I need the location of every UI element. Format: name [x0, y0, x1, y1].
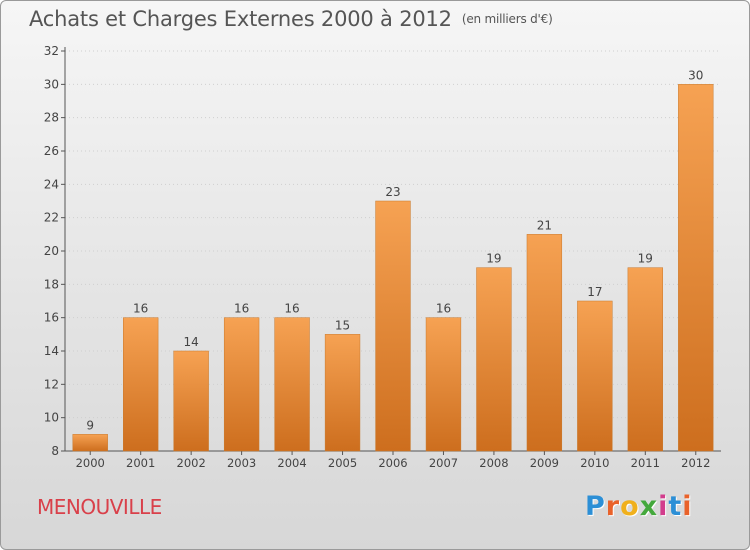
y-tick-label: 16 — [44, 311, 59, 325]
bar[interactable] — [123, 317, 159, 452]
bar[interactable] — [526, 234, 563, 452]
bar-value-label: 16 — [284, 302, 299, 316]
x-tick-label: 2010 — [580, 456, 609, 470]
bar[interactable] — [223, 317, 260, 452]
y-tick-label: 22 — [44, 211, 59, 225]
bar-value-label: 23 — [385, 185, 400, 199]
x-tick-label: 2002 — [177, 456, 206, 470]
logo-letter: x — [639, 491, 659, 522]
bar[interactable] — [72, 434, 108, 452]
bar[interactable] — [577, 300, 613, 452]
bar-value-label: 15 — [335, 318, 350, 332]
x-tick-label: 2004 — [277, 456, 306, 470]
bar-value-label: 21 — [537, 218, 552, 232]
bar-value-label: 14 — [184, 335, 199, 349]
y-tick-label: 28 — [44, 111, 59, 125]
logo-letter: P — [585, 491, 606, 522]
y-tick-label: 12 — [44, 377, 59, 391]
y-tick-label: 20 — [44, 244, 59, 258]
bar-value-label: 16 — [133, 302, 148, 316]
bar[interactable] — [173, 350, 209, 452]
title-text: Achats et Charges Externes 2000 à 2012 — [29, 7, 452, 31]
title-unit: (en milliers d'€) — [461, 12, 553, 26]
x-tick-label: 2006 — [378, 456, 407, 470]
y-tick-label: 30 — [44, 77, 59, 91]
logo-letter: o — [620, 491, 640, 522]
y-tick-label: 32 — [44, 44, 59, 58]
y-tick-label: 18 — [44, 277, 59, 291]
logo-letter: i — [682, 491, 693, 522]
x-tick-label: 2007 — [429, 456, 458, 470]
bar[interactable] — [375, 200, 411, 452]
bar-value-label: 9 — [86, 418, 94, 432]
chart-title: Achats et Charges Externes 2000 à 2012 (e… — [29, 7, 553, 31]
bar-value-label: 19 — [486, 252, 501, 266]
x-tick-label: 2011 — [631, 456, 660, 470]
bar[interactable] — [627, 267, 663, 452]
bar[interactable] — [678, 84, 714, 452]
y-tick-label: 14 — [44, 344, 59, 358]
x-tick-label: 2008 — [479, 456, 508, 470]
x-tick-label: 2000 — [76, 456, 105, 470]
labels: 9 2000 16 2001 14 2002 16 2003 16 2004 15 2005 23 200… — [76, 68, 711, 470]
y-tick-label: 24 — [44, 177, 59, 191]
bar-value-label: 19 — [638, 252, 653, 266]
bar[interactable] — [274, 317, 310, 452]
bar-value-label: 16 — [436, 302, 451, 316]
y-tick-label: 26 — [44, 144, 59, 158]
y-tick-label: 8 — [51, 444, 59, 458]
bars — [72, 84, 714, 452]
bar-value-label: 17 — [587, 285, 602, 299]
bar[interactable] — [476, 267, 512, 452]
bar[interactable] — [425, 317, 462, 452]
logo-letter: r — [605, 491, 621, 522]
logo-letter: i — [658, 491, 669, 522]
x-tick-label: 2003 — [227, 456, 256, 470]
bar-value-label: 30 — [688, 68, 703, 82]
axes: 8 10 12 14 16 18 20 22 24 26 28 30 32 — [44, 44, 721, 458]
bar-value-label: 16 — [234, 302, 249, 316]
x-tick-label: 2005 — [328, 456, 357, 470]
x-tick-label: 2001 — [126, 456, 155, 470]
x-tick-label: 2009 — [530, 456, 559, 470]
x-tick-label: 2012 — [681, 456, 710, 470]
commune-name: MENOUVILLE — [37, 495, 162, 519]
bar[interactable] — [324, 334, 361, 452]
y-tick-label: 10 — [44, 411, 59, 425]
logo-letter: t — [668, 491, 683, 522]
proxiti-logo[interactable]: Proxiti — [585, 491, 693, 522]
